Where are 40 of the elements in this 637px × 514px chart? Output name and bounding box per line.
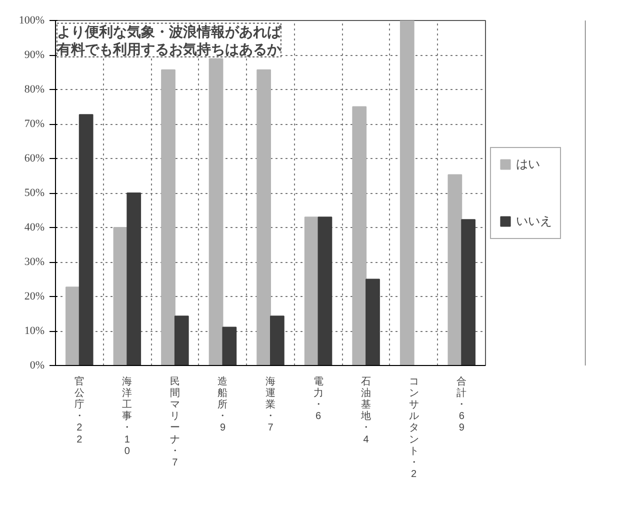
- bar: [366, 278, 380, 366]
- bar: [304, 216, 319, 366]
- bar: [448, 174, 462, 366]
- y-tick-label: 0%: [30, 360, 45, 372]
- y-tick-label: 50%: [24, 187, 45, 199]
- bar: [66, 286, 80, 366]
- y-tick-label: 100%: [18, 14, 45, 26]
- x-tick-label: 石油基地・4: [360, 376, 372, 446]
- x-tick-label: 官公庁・22: [74, 376, 84, 446]
- y-tick-label: 20%: [24, 290, 45, 302]
- bar: [461, 219, 476, 366]
- y-tick-label: 90%: [24, 49, 45, 61]
- bar: [318, 216, 332, 366]
- text: より便利な気象・波浪情報があれば有料でも利用するお気持ちはあるか: [56, 23, 282, 57]
- bar: [174, 316, 189, 366]
- bar: [270, 316, 284, 366]
- bar: [161, 69, 176, 366]
- bar: [126, 192, 142, 366]
- bar: [400, 20, 414, 366]
- x-tick-label: 電力・6: [313, 376, 324, 422]
- bar: [222, 326, 237, 366]
- category-label: コンサルタント・2: [408, 376, 419, 480]
- y-tick-label: 70%: [24, 118, 45, 130]
- bar: [352, 106, 367, 366]
- bar: [78, 114, 94, 366]
- y-tick-label: 60%: [24, 152, 45, 164]
- x-tick-label: 海運業・7: [266, 376, 276, 434]
- bar: [208, 58, 224, 366]
- x-tick-label: 造船所・9: [218, 376, 228, 434]
- bar: [256, 69, 271, 366]
- legend-label: いいえ: [516, 212, 552, 230]
- x-tick-label: 海洋工事・10: [122, 376, 132, 457]
- y-tick-label: 80%: [24, 84, 45, 96]
- bar: [113, 227, 128, 366]
- y-tick-label: 10%: [24, 325, 45, 337]
- x-tick-label: 民間マリーナ・7: [170, 376, 180, 468]
- y-tick-label: 40%: [24, 222, 45, 234]
- legend-label: はい: [516, 156, 540, 172]
- x-tick-label: 合計・69: [456, 376, 467, 434]
- y-tick-label: 30%: [24, 256, 45, 268]
